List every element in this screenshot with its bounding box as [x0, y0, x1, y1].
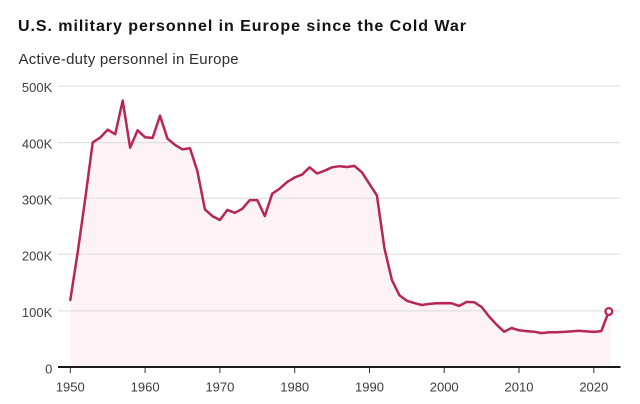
svg-text:2010: 2010	[505, 380, 534, 395]
svg-text:300K: 300K	[22, 192, 53, 207]
svg-text:0: 0	[45, 362, 52, 377]
svg-text:500K: 500K	[22, 80, 53, 95]
svg-text:400K: 400K	[22, 137, 53, 152]
svg-text:2020: 2020	[579, 380, 608, 395]
svg-text:100K: 100K	[22, 305, 53, 320]
svg-text:2000: 2000	[430, 380, 459, 395]
svg-text:1960: 1960	[131, 380, 160, 395]
svg-text:1980: 1980	[280, 380, 309, 395]
svg-text:1950: 1950	[56, 380, 85, 395]
svg-text:1970: 1970	[205, 380, 234, 395]
svg-text:200K: 200K	[22, 248, 53, 263]
svg-text:1990: 1990	[355, 380, 384, 395]
